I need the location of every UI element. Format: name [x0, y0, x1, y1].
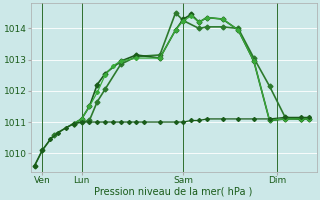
X-axis label: Pression niveau de la mer( hPa ): Pression niveau de la mer( hPa ) [94, 187, 253, 197]
